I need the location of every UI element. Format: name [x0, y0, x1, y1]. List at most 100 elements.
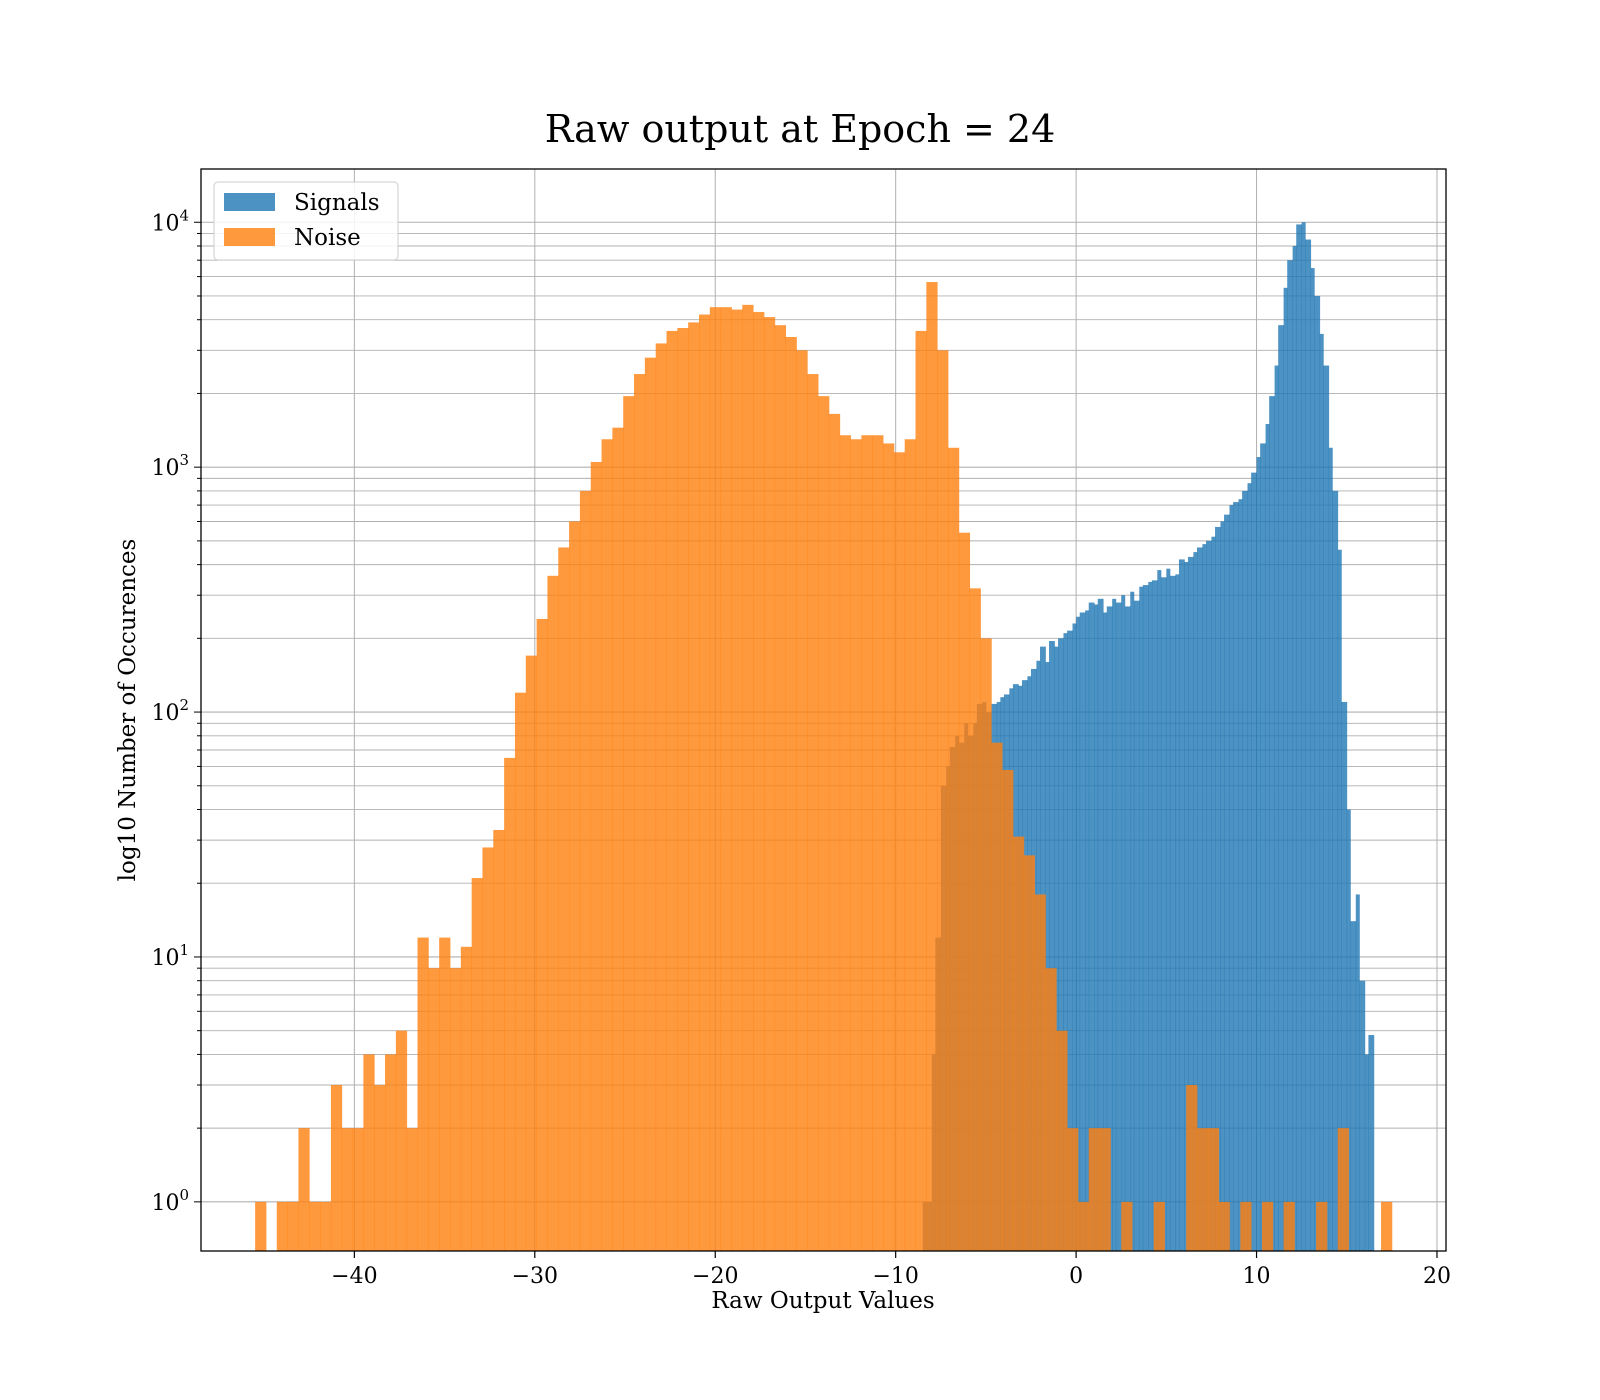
bar-signals [1337, 549, 1342, 1251]
bar-noise [417, 937, 429, 1251]
y-tick-label: 101 [151, 941, 189, 971]
bar-noise [1316, 1201, 1328, 1251]
bar-noise [1077, 1201, 1090, 1251]
bar-signals [1184, 561, 1189, 1251]
y-axis-ticks: 100 101 102 103 104 [151, 206, 201, 1216]
bar-noise [1045, 968, 1057, 1251]
bar-noise [1034, 894, 1046, 1251]
bar-noise [958, 532, 971, 1251]
bar-signals [1094, 604, 1099, 1251]
bar-signals [1054, 646, 1059, 1251]
bar-signals [1260, 443, 1266, 1251]
bar-noise [850, 439, 862, 1252]
x-axis-label: Raw Output Values [711, 1288, 934, 1314]
bar-signals [1063, 633, 1068, 1251]
bar-noise [937, 350, 949, 1251]
bar-noise [915, 330, 927, 1251]
bar-noise [926, 282, 938, 1251]
bar-signals [1220, 521, 1225, 1251]
bar-signals [1211, 536, 1216, 1251]
bar-signals [1283, 287, 1288, 1251]
legend-label-signals: Signals [294, 190, 380, 216]
bar-noise [731, 309, 743, 1251]
bar-noise [287, 1201, 299, 1251]
bar-signals [1175, 574, 1180, 1251]
bar-noise [558, 547, 570, 1251]
bar-noise [828, 413, 841, 1251]
x-tick-label: −40 [331, 1264, 377, 1289]
bar-signals [1229, 505, 1234, 1251]
bar-noise [807, 374, 819, 1251]
y-tick-label: 103 [151, 451, 189, 481]
bar-noise [276, 1201, 289, 1251]
bar-noise [450, 968, 462, 1251]
bar-noise [569, 521, 581, 1251]
bar-noise [1218, 1201, 1230, 1251]
bar-noise [309, 1201, 321, 1251]
bar-noise [1261, 1201, 1274, 1251]
bar-signals [1269, 396, 1275, 1251]
bar-signals [1085, 610, 1090, 1251]
bar-noise [785, 337, 797, 1252]
bar-noise [644, 357, 657, 1252]
bar-signals [1157, 570, 1162, 1251]
bar-signals [1088, 602, 1095, 1251]
bar-signals [1121, 595, 1126, 1251]
bar-noise [482, 847, 494, 1251]
bar-signals [1332, 490, 1339, 1251]
bar-noise [796, 350, 808, 1251]
bar-signals [1310, 268, 1315, 1251]
bar-noise [1283, 1201, 1295, 1251]
bar-signals [1139, 586, 1144, 1251]
bar-noise [861, 435, 873, 1251]
bar-noise [385, 1054, 397, 1251]
bar-noise [1099, 1128, 1111, 1251]
bar-signals [1278, 325, 1285, 1251]
bar-signals [1247, 483, 1252, 1252]
bar-signals [1045, 662, 1050, 1251]
bar-signals [1238, 499, 1243, 1252]
bar-signals [1151, 580, 1158, 1251]
y-tick-label: 102 [151, 696, 189, 726]
bar-noise [590, 461, 602, 1251]
x-tick-label: −10 [872, 1264, 918, 1289]
legend-swatch-noise [224, 228, 275, 246]
chart-title: Raw output at Epoch = 24 [545, 107, 1056, 151]
bar-noise [471, 878, 483, 1251]
bar-signals [1112, 598, 1117, 1251]
bar-signals [1206, 540, 1212, 1251]
bar-noise [1067, 1128, 1079, 1251]
x-tick-label: 0 [1069, 1264, 1083, 1289]
bar-signals [1265, 424, 1270, 1252]
bar-noise [1121, 1201, 1133, 1251]
legend: Signals Noise [213, 181, 399, 261]
bar-noise [601, 439, 613, 1252]
bar-noise [428, 968, 440, 1251]
bar-signals [1106, 606, 1113, 1251]
bar-signals [1067, 630, 1073, 1251]
x-tick-label: −20 [692, 1264, 738, 1289]
x-tick-label: −30 [512, 1264, 558, 1289]
bar-signals [1169, 575, 1176, 1251]
bar-noise [742, 304, 754, 1251]
bar-noise [1088, 1128, 1100, 1251]
bar-signals [1187, 556, 1194, 1251]
bar-signals [1115, 602, 1122, 1251]
bar-noise [298, 1128, 310, 1251]
bar-signals [1124, 606, 1131, 1251]
bar-noise [330, 1085, 343, 1251]
bar-signals [1166, 568, 1171, 1251]
bar-noise [1207, 1128, 1220, 1251]
series-noise-bars [255, 282, 1393, 1252]
bar-noise [1197, 1128, 1209, 1251]
bar-noise [579, 490, 592, 1251]
bar-noise [753, 312, 765, 1251]
bar-noise [1240, 1201, 1252, 1251]
bar-noise [991, 742, 1003, 1251]
bar-noise [655, 343, 667, 1251]
bar-noise [1337, 1128, 1349, 1251]
bar-signals [1292, 245, 1297, 1251]
bar-noise [893, 452, 906, 1252]
bar-noise [493, 829, 505, 1251]
plot-frame [200, 168, 1447, 1252]
